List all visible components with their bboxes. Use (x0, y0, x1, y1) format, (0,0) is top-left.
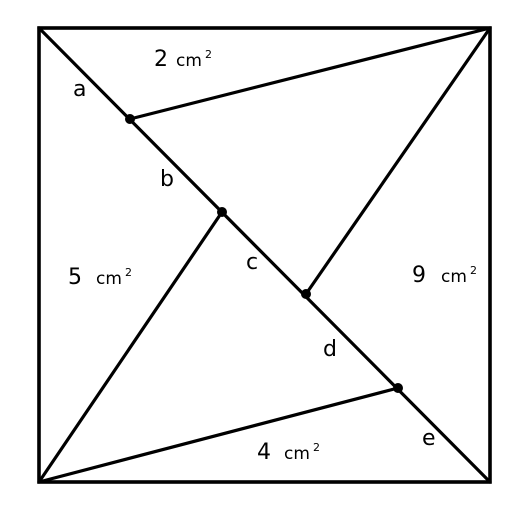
area-top-unit: cm (176, 51, 202, 71)
segment-p4-to-bottom-left (37, 386, 400, 484)
segment-label-b: b (160, 167, 174, 192)
point-p2 (217, 207, 227, 217)
area-right-unit: cm (441, 267, 467, 287)
segment-p3-to-top-right (304, 26, 492, 296)
point-p1 (125, 114, 135, 124)
main-diagonal (37, 26, 492, 484)
area-bottom-exponent: 2 (313, 441, 320, 454)
area-label-top: 2 cm 2 (154, 47, 212, 72)
area-left-unit: cm (96, 269, 122, 289)
area-bottom-value: 4 (257, 440, 271, 465)
segment-label-c: c (246, 250, 258, 275)
point-p4 (393, 383, 403, 393)
area-bottom-unit: cm (284, 444, 310, 464)
outer-square (37, 26, 492, 484)
area-label-right: 9 cm 2 (412, 263, 477, 288)
point-p3 (301, 289, 311, 299)
area-right-exponent: 2 (470, 264, 477, 277)
area-top-value: 2 (154, 47, 168, 72)
area-label-bottom: 4 cm 2 (257, 440, 320, 465)
segment-p1-to-top-right (128, 26, 492, 121)
area-right-value: 9 (412, 263, 426, 288)
area-top-exponent: 2 (205, 48, 212, 61)
area-left-exponent: 2 (125, 266, 132, 279)
area-left-value: 5 (68, 265, 82, 290)
area-label-left: 5 cm 2 (68, 265, 132, 290)
segment-label-e: e (422, 426, 436, 451)
segment-label-a: a (73, 77, 86, 102)
segment-p2-to-bottom-left (37, 210, 224, 484)
segment-label-d: d (323, 337, 337, 362)
